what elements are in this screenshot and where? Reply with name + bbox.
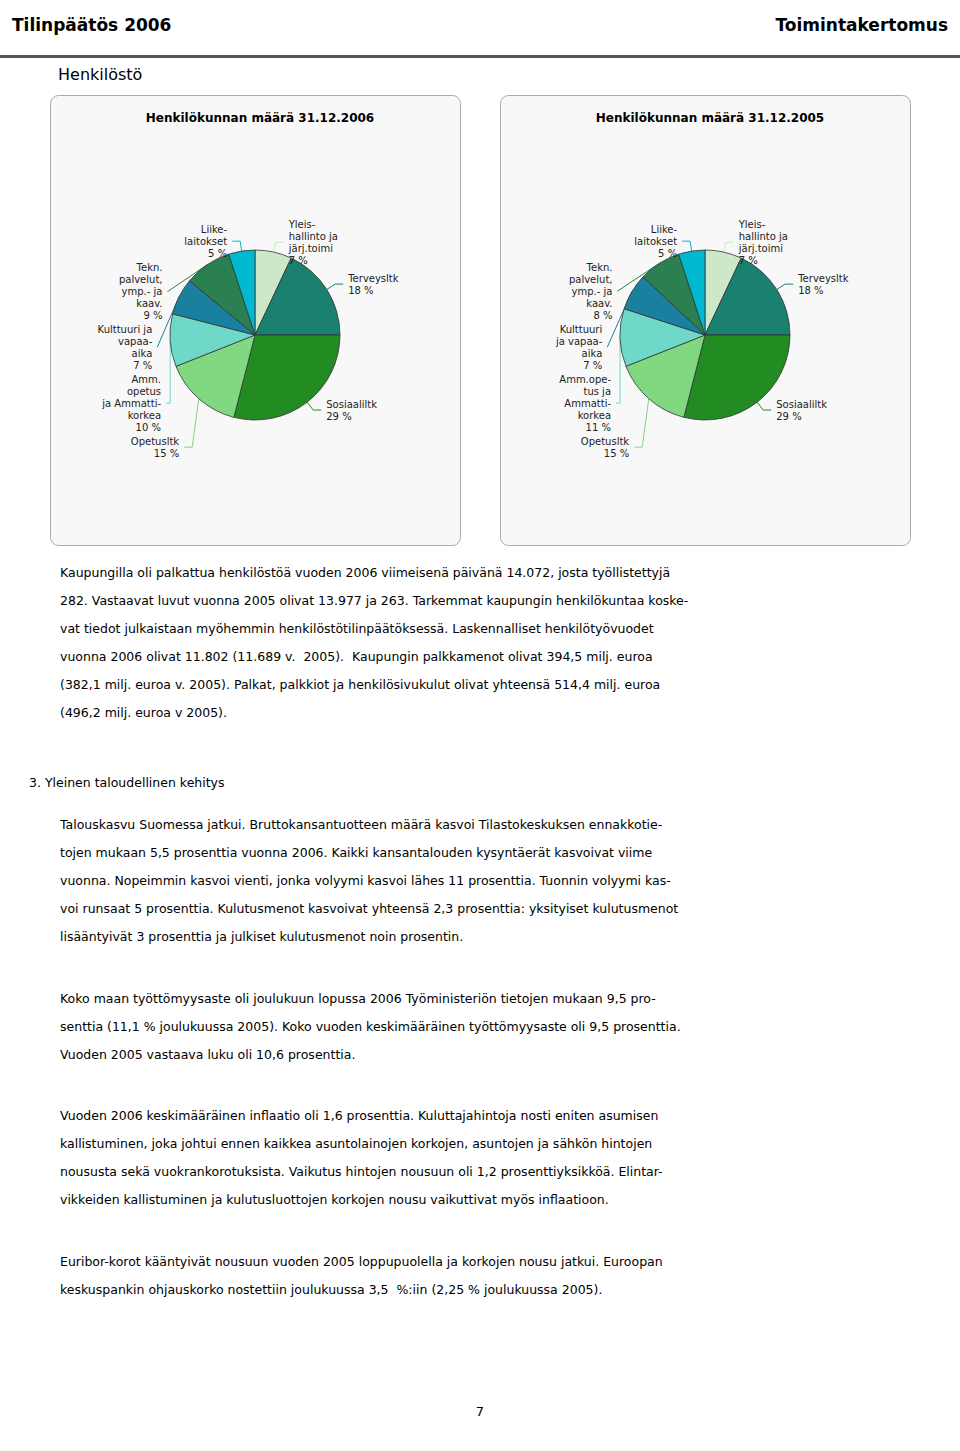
svg-text:9 %: 9 % bbox=[143, 310, 162, 321]
svg-text:kallistuminen, joka johtui enn: kallistuminen, joka johtui ennen kaikkea… bbox=[60, 1136, 652, 1151]
svg-text:Toimintakertomus: Toimintakertomus bbox=[775, 15, 948, 35]
svg-text:7 %: 7 % bbox=[133, 360, 152, 371]
svg-text:vuonna 2006 olivat 11.802 (11.: vuonna 2006 olivat 11.802 (11.689 v. 200… bbox=[60, 649, 653, 664]
svg-text:Terveysltk: Terveysltk bbox=[797, 273, 849, 284]
svg-text:5 %: 5 % bbox=[658, 248, 677, 259]
svg-text:noususta sekä vuokrankorotuksi: noususta sekä vuokrankorotuksista. Vaiku… bbox=[60, 1164, 663, 1179]
svg-text:Kulttuuri: Kulttuuri bbox=[560, 324, 603, 335]
svg-text:Sosiaaliltk: Sosiaaliltk bbox=[326, 399, 377, 410]
svg-text:Tekn.: Tekn. bbox=[136, 262, 163, 273]
svg-text:Kulttuuri ja: Kulttuuri ja bbox=[98, 324, 153, 335]
svg-text:7 %: 7 % bbox=[583, 360, 602, 371]
svg-text:29 %: 29 % bbox=[326, 411, 351, 422]
svg-text:8 %: 8 % bbox=[593, 310, 612, 321]
svg-text:15 %: 15 % bbox=[154, 448, 179, 459]
svg-text:Vuoden 2005 vastaava luku oli: Vuoden 2005 vastaava luku oli 10,6 prose… bbox=[60, 1047, 355, 1062]
svg-text:Opetusltk: Opetusltk bbox=[581, 436, 630, 447]
svg-text:järj.toimi: järj.toimi bbox=[738, 243, 783, 254]
svg-text:voi runsaat 5 prosenttia. Kulu: voi runsaat 5 prosenttia. Kulutusmenot k… bbox=[60, 901, 678, 916]
svg-text:7 %: 7 % bbox=[289, 255, 308, 266]
svg-text:aika: aika bbox=[132, 348, 153, 359]
svg-text:ymp.- ja: ymp.- ja bbox=[572, 286, 613, 297]
svg-text:vuonna. Nopeimmin kasvoi vient: vuonna. Nopeimmin kasvoi vienti, jonka v… bbox=[60, 873, 671, 888]
svg-text:7: 7 bbox=[476, 1404, 484, 1419]
svg-text:Tilinpäätös 2006: Tilinpäätös 2006 bbox=[12, 15, 171, 35]
svg-text:tus ja: tus ja bbox=[583, 386, 611, 397]
svg-text:palvelut,: palvelut, bbox=[119, 274, 163, 285]
svg-text:Talouskasvu Suomessa jatkui. B: Talouskasvu Suomessa jatkui. Bruttokansa… bbox=[59, 817, 662, 832]
svg-text:hallinto ja: hallinto ja bbox=[739, 231, 788, 242]
svg-text:5 %: 5 % bbox=[208, 248, 227, 259]
svg-text:Ammatti-: Ammatti- bbox=[564, 398, 611, 409]
svg-text:Henkilökunnan määrä 31.12.2005: Henkilökunnan määrä 31.12.2005 bbox=[596, 111, 824, 125]
svg-text:Vuoden 2006 keskimääräinen inf: Vuoden 2006 keskimääräinen inflaatio oli… bbox=[60, 1108, 658, 1123]
svg-text:Koko maan työttömyysaste oli j: Koko maan työttömyysaste oli joulukuun l… bbox=[60, 991, 656, 1006]
svg-text:keskuspankin ohjauskorko noste: keskuspankin ohjauskorko nostettiin joul… bbox=[60, 1282, 602, 1297]
svg-text:kaav.: kaav. bbox=[586, 298, 612, 309]
svg-text:Sosiaaliltk: Sosiaaliltk bbox=[776, 399, 827, 410]
svg-text:ymp.- ja: ymp.- ja bbox=[122, 286, 163, 297]
svg-text:kaav.: kaav. bbox=[136, 298, 162, 309]
svg-text:18 %: 18 % bbox=[348, 285, 373, 296]
svg-text:11 %: 11 % bbox=[586, 422, 611, 433]
svg-text:vapaa-: vapaa- bbox=[118, 336, 153, 347]
svg-text:Euribor-korot kääntyivät nousu: Euribor-korot kääntyivät nousuun vuoden … bbox=[60, 1254, 663, 1269]
svg-text:(382,1 milj. euroa v. 2005). P: (382,1 milj. euroa v. 2005). Palkat, pal… bbox=[60, 677, 660, 692]
svg-text:Amm.: Amm. bbox=[132, 374, 162, 385]
svg-text:laitokset: laitokset bbox=[634, 236, 677, 247]
svg-text:7 %: 7 % bbox=[739, 255, 758, 266]
svg-text:15 %: 15 % bbox=[604, 448, 629, 459]
svg-text:hallinto ja: hallinto ja bbox=[289, 231, 338, 242]
svg-text:Henkilökunnan määrä 31.12.2006: Henkilökunnan määrä 31.12.2006 bbox=[146, 111, 374, 125]
svg-text:Opetusltk: Opetusltk bbox=[131, 436, 180, 447]
svg-text:tojen mukaan 5,5 prosenttia vu: tojen mukaan 5,5 prosenttia vuonna 2006.… bbox=[60, 845, 652, 860]
svg-text:lisääntyivät 3 prosenttia ja j: lisääntyivät 3 prosenttia ja julkiset ku… bbox=[60, 929, 463, 944]
svg-text:palvelut,: palvelut, bbox=[569, 274, 613, 285]
svg-text:vikkeiden kallistuminen ja kul: vikkeiden kallistuminen ja kulutusluotto… bbox=[60, 1192, 609, 1207]
svg-text:järj.toimi: järj.toimi bbox=[288, 243, 333, 254]
svg-text:opetus: opetus bbox=[127, 386, 161, 397]
svg-text:10 %: 10 % bbox=[136, 422, 161, 433]
svg-text:Tekn.: Tekn. bbox=[586, 262, 613, 273]
svg-text:3. Yleinen taloudellinen kehit: 3. Yleinen taloudellinen kehitys bbox=[29, 775, 225, 790]
svg-text:18 %: 18 % bbox=[798, 285, 823, 296]
svg-text:korkea: korkea bbox=[128, 410, 161, 421]
svg-text:aika: aika bbox=[582, 348, 603, 359]
svg-text:Yleis-: Yleis- bbox=[288, 219, 316, 230]
svg-text:vat tiedot julkaistaan myöhemm: vat tiedot julkaistaan myöhemmin henkilö… bbox=[60, 621, 654, 636]
svg-text:ja vapaa-: ja vapaa- bbox=[555, 336, 603, 347]
svg-text:282. Vastaavat luvut vuonna 20: 282. Vastaavat luvut vuonna 2005 olivat … bbox=[60, 593, 688, 608]
svg-text:Yleis-: Yleis- bbox=[738, 219, 766, 230]
svg-text:Amm.ope-: Amm.ope- bbox=[559, 374, 611, 385]
svg-text:Liike-: Liike- bbox=[651, 224, 678, 235]
svg-text:ja Ammatti-: ja Ammatti- bbox=[101, 398, 161, 409]
svg-text:(496,2 milj. euroa v 2005).: (496,2 milj. euroa v 2005). bbox=[60, 705, 227, 720]
svg-text:laitokset: laitokset bbox=[184, 236, 227, 247]
svg-text:Liike-: Liike- bbox=[201, 224, 228, 235]
svg-text:senttia (11,1 % joulukuussa 20: senttia (11,1 % joulukuussa 2005). Koko … bbox=[60, 1019, 681, 1034]
svg-text:Terveysltk: Terveysltk bbox=[347, 273, 399, 284]
svg-text:Henkilöstö: Henkilöstö bbox=[58, 65, 142, 84]
svg-text:Kaupungilla oli palkattua henk: Kaupungilla oli palkattua henkilöstöä vu… bbox=[60, 565, 670, 580]
svg-text:29 %: 29 % bbox=[776, 411, 801, 422]
svg-text:korkea: korkea bbox=[578, 410, 611, 421]
